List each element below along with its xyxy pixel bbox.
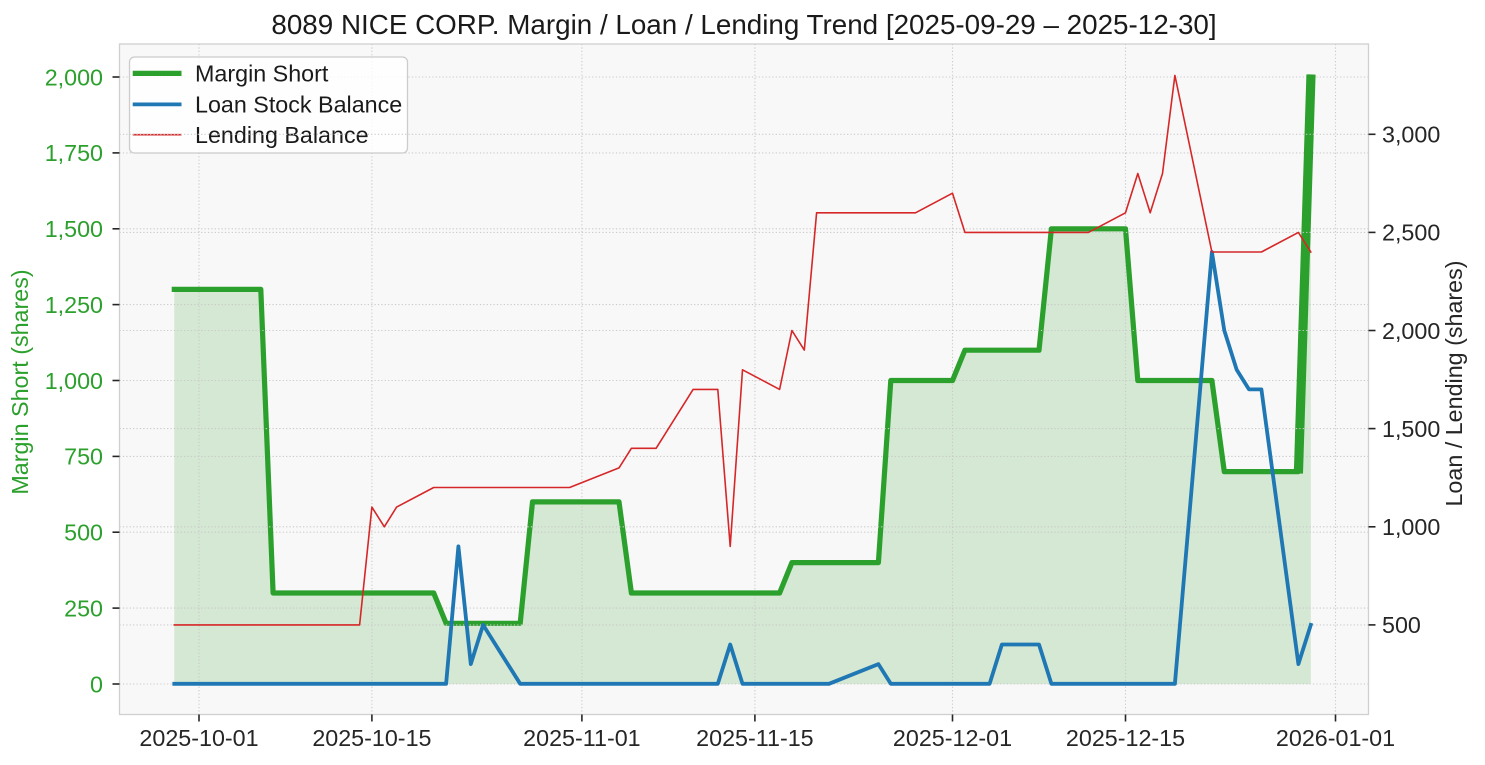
svg-text:Lending Balance: Lending Balance — [195, 122, 369, 148]
svg-text:2025-12-01: 2025-12-01 — [893, 725, 1012, 751]
svg-text:2026-01-01: 2026-01-01 — [1276, 725, 1395, 751]
svg-text:8089 NICE CORP. Margin / Loan: 8089 NICE CORP. Margin / Loan / Lending … — [271, 9, 1216, 40]
svg-text:Margin Short: Margin Short — [195, 61, 329, 87]
svg-text:2025-11-15: 2025-11-15 — [696, 725, 813, 751]
svg-text:500: 500 — [64, 520, 103, 546]
svg-text:2025-10-01: 2025-10-01 — [139, 725, 258, 751]
svg-text:250: 250 — [64, 595, 103, 621]
svg-text:Margin Short (shares): Margin Short (shares) — [7, 269, 33, 494]
svg-text:750: 750 — [64, 444, 103, 470]
svg-text:Loan / Lending (shares): Loan / Lending (shares) — [1441, 260, 1467, 506]
svg-text:0: 0 — [90, 671, 103, 697]
svg-text:1,000: 1,000 — [1382, 514, 1440, 540]
svg-text:2025-12-15: 2025-12-15 — [1066, 725, 1185, 751]
svg-text:1,000: 1,000 — [45, 368, 103, 394]
svg-text:2025-11-01: 2025-11-01 — [523, 725, 640, 751]
svg-text:1,500: 1,500 — [45, 216, 103, 242]
svg-text:500: 500 — [1382, 612, 1421, 638]
svg-text:2,000: 2,000 — [1382, 318, 1440, 344]
svg-text:2,500: 2,500 — [1382, 220, 1440, 246]
svg-text:3,000: 3,000 — [1382, 122, 1440, 148]
svg-text:1,250: 1,250 — [45, 292, 103, 318]
svg-text:Loan Stock Balance: Loan Stock Balance — [195, 92, 402, 118]
svg-text:2,000: 2,000 — [45, 64, 103, 90]
svg-text:2025-10-15: 2025-10-15 — [312, 725, 431, 751]
svg-text:1,750: 1,750 — [45, 140, 103, 166]
svg-text:1,500: 1,500 — [1382, 416, 1440, 442]
